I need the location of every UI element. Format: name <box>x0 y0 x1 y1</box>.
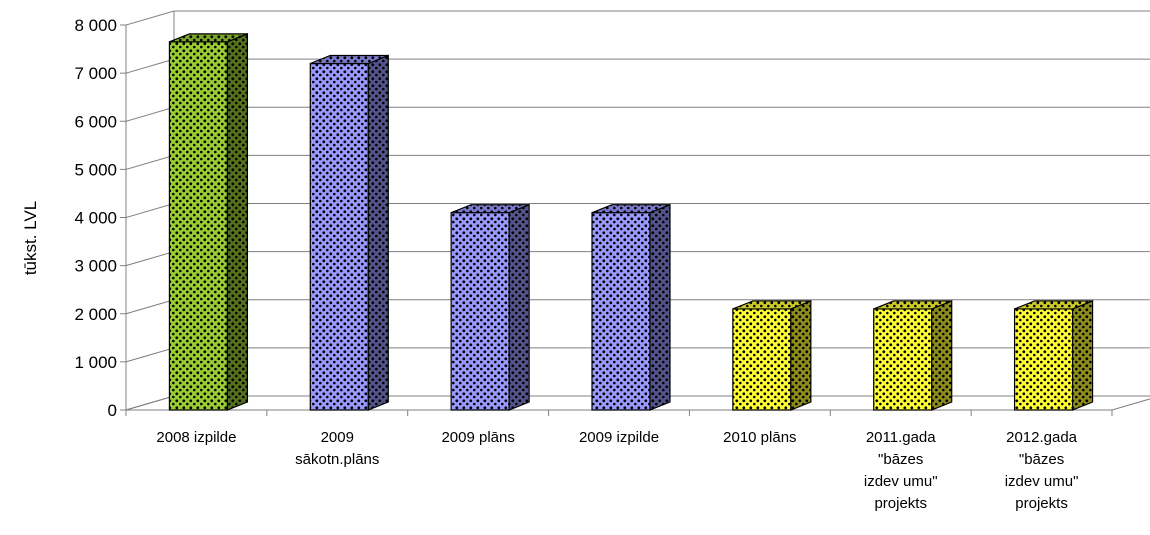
y-tick-label: 6 000 <box>74 112 117 131</box>
bar-side-pattern <box>226 32 249 411</box>
y-tick-label: 1 000 <box>74 353 117 372</box>
x-tick-label: 2008 izpilde <box>156 429 236 446</box>
bar <box>168 32 249 411</box>
y-tick-label: 5 000 <box>74 160 117 179</box>
bar <box>309 54 389 411</box>
bar-front-pattern <box>309 62 369 411</box>
bar-top-pattern <box>1014 300 1093 310</box>
bar <box>450 203 530 411</box>
bar <box>591 203 671 411</box>
bar <box>1013 300 1094 411</box>
bar-top-pattern <box>169 33 248 43</box>
bar-side-pattern <box>931 300 953 411</box>
y-tick-label: 2 000 <box>74 305 117 324</box>
bar-front-pattern <box>168 41 229 411</box>
y-tick-label: 7 000 <box>74 64 117 83</box>
x-tick-label: 2011.gada "bāzes izdev umu" projekts <box>864 429 938 512</box>
bar-side-pattern <box>790 300 812 411</box>
gridline <box>125 10 1150 26</box>
x-tick-label: 2009 plāns <box>441 429 514 446</box>
y-tick-label: 8 000 <box>74 16 117 35</box>
bar-side-pattern <box>367 54 389 411</box>
x-tick-label: 2012.gada "bāzes izdev umu" projekts <box>1005 429 1079 512</box>
x-tick-labels: 2008 izpilde 2009 sākotn.plāns 2009 plāns 20… <box>156 429 1078 512</box>
y-tick-label: 3 000 <box>74 257 117 276</box>
bar-top-pattern <box>591 204 671 214</box>
bar <box>873 300 953 411</box>
bar-front-pattern <box>732 308 792 411</box>
bars <box>168 32 1094 411</box>
x-tick-label: 2009 izpilde <box>579 429 659 446</box>
y-tick-label: 0 <box>108 401 117 420</box>
bar-front-pattern <box>591 212 651 411</box>
bar-side-pattern <box>508 203 530 411</box>
x-tick-label: 2010 plāns <box>723 429 796 446</box>
y-tick-labels: 0 1 000 2 000 3 000 4 000 5 000 6 000 7 000 8 00… <box>74 16 117 420</box>
bar-top-pattern <box>450 204 530 214</box>
bar-front-pattern <box>1013 308 1074 411</box>
x-tick-label: 2009 sākotn.plāns <box>295 429 379 468</box>
y-tick-label: 4 000 <box>74 209 117 228</box>
bar-front-pattern <box>873 308 933 411</box>
bar <box>732 300 812 411</box>
y-axis-label: tūkst. LVL <box>21 201 40 275</box>
bar-top-pattern <box>873 300 952 310</box>
bar-front-pattern <box>450 212 510 411</box>
bar-side-pattern <box>649 203 671 411</box>
bar-side-pattern <box>1071 300 1094 411</box>
bar-top-pattern <box>732 300 812 310</box>
bar-top-pattern <box>310 54 389 65</box>
